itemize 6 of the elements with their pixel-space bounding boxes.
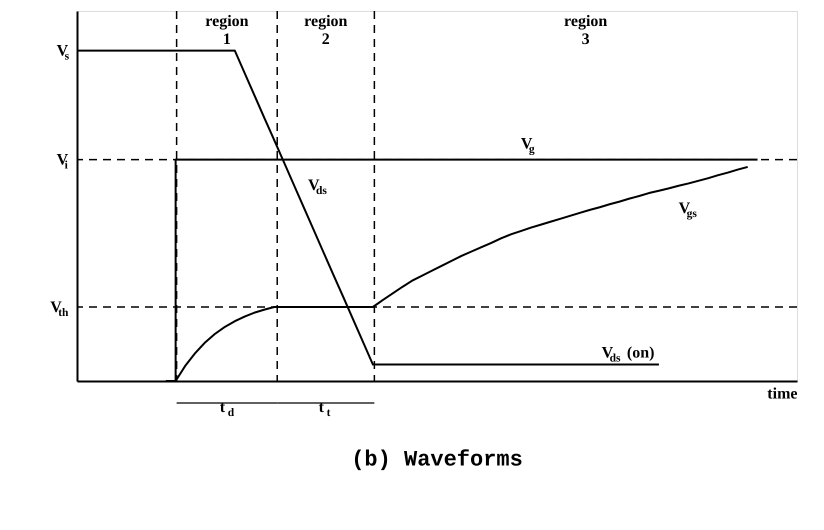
x-axis-title: time <box>767 386 798 402</box>
text: (on) <box>626 344 654 362</box>
text: region 1 <box>205 13 249 48</box>
text: (b) Waveforms <box>351 448 523 473</box>
text: region 2 <box>304 13 348 48</box>
text: region 3 <box>564 13 608 48</box>
